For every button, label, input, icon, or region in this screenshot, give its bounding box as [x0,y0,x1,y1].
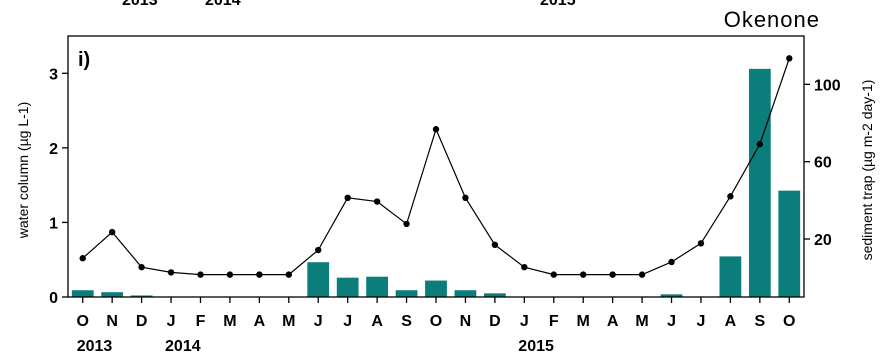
left-axis-tick-label: 1 [49,215,58,232]
right-axis-tick-label: 20 [814,232,832,249]
x-axis-month-label: F [549,313,559,330]
x-axis-month-label: J [697,313,706,330]
sediment-bar [101,292,124,297]
x-axis-month-label: J [667,313,676,330]
x-axis-month-label: A [607,313,619,330]
water-column-point [609,271,616,278]
right-axis-label: sediment trap (µg m-2 day-1) [859,80,875,261]
water-column-point [226,271,234,278]
water-column-point [786,55,793,62]
water-column-point [138,263,145,271]
chart-title: Okenone [724,7,820,32]
water-column-point [491,241,499,248]
water-column-point [756,140,764,148]
right-axis-tick-label: 60 [814,155,832,172]
water-column-point [668,258,675,266]
x-axis-month-label: F [196,313,206,330]
x-axis-month-label: N [106,313,118,330]
water-column-point [167,269,175,276]
panel-label: i) [78,49,90,71]
left-axis-label: water column (µg L-1) [15,102,31,239]
plot-frame [67,35,805,298]
sediment-bar [307,262,330,297]
x-axis-month-label: D [136,313,148,330]
left-axis-tick-label: 0 [49,290,58,307]
x-axis-month-label: O [430,313,442,330]
water-column-point [638,271,646,278]
x-axis-month-label: M [282,313,295,330]
sediment-bar [660,294,683,297]
x-axis-month-label: S [755,313,766,330]
left-axis-title: water column (µg L-1) [15,102,31,239]
right-axis-title: sediment trap (µg m-2 day-1) [859,80,875,261]
sediment-bar [366,276,389,297]
water-column-point [697,240,705,247]
sediment-bar [454,290,477,297]
water-column-point [521,263,528,271]
x-axis-month-label: M [577,313,590,330]
x-axis-month-label: A [371,313,383,330]
x-axis-month-label: D [489,313,501,330]
water-column-point [256,271,263,278]
water-column-point [373,198,381,205]
left-axis-tick-label: 2 [49,141,58,158]
water-column-point [550,271,557,278]
x-axis-month-label: J [167,313,176,330]
cropped-year-label-1: 2013 [122,0,158,9]
x-axis-month-label: M [635,313,648,330]
sediment-bar [336,277,359,297]
sediment-bar [71,290,94,297]
sediment-bar [130,295,153,297]
water-column-point [727,193,734,200]
sediment-bar [395,290,418,297]
x-axis-month-label: N [460,313,472,330]
water-column-point [315,246,322,254]
x-axis-month-label: O [783,313,795,330]
x-axis-month-label: A [725,313,737,330]
x-axis-year-label: 2013 [77,338,113,355]
sediment-bar [778,190,801,297]
sediment-bar [748,68,771,297]
water-column-point [403,220,410,228]
water-column-point [108,228,116,236]
water-column-point [285,271,292,278]
x-axis-month-label: S [401,313,412,330]
water-column-point [197,271,204,278]
water-column-point [344,194,351,202]
sediment-bar [425,280,447,297]
water-column-point [580,271,587,278]
x-axis-month-label: J [520,313,529,330]
water-column-point [462,194,469,202]
water-column-point [432,126,440,133]
water-column-line [82,58,790,276]
cropped-year-label-2: 2014 [205,0,241,9]
x-axis-year-label: 2015 [518,338,554,355]
x-axis-month-label: J [314,313,323,330]
x-axis-month-label: O [76,313,88,330]
cropped-year-label-3: 2015 [540,0,576,9]
x-axis-month-label: M [223,313,236,330]
x-axis-month-label: A [254,313,266,330]
right-axis-tick-label: 100 [814,77,841,94]
x-axis-year-label: 2014 [165,338,201,355]
left-axis-tick-label: 3 [49,66,58,83]
cropped-year-labels: 2013 2014 2015 [122,0,576,9]
x-axis-month-label: J [343,313,352,330]
sediment-bar [719,256,742,297]
water-column-point [79,255,86,262]
sediment-bar [483,293,506,297]
